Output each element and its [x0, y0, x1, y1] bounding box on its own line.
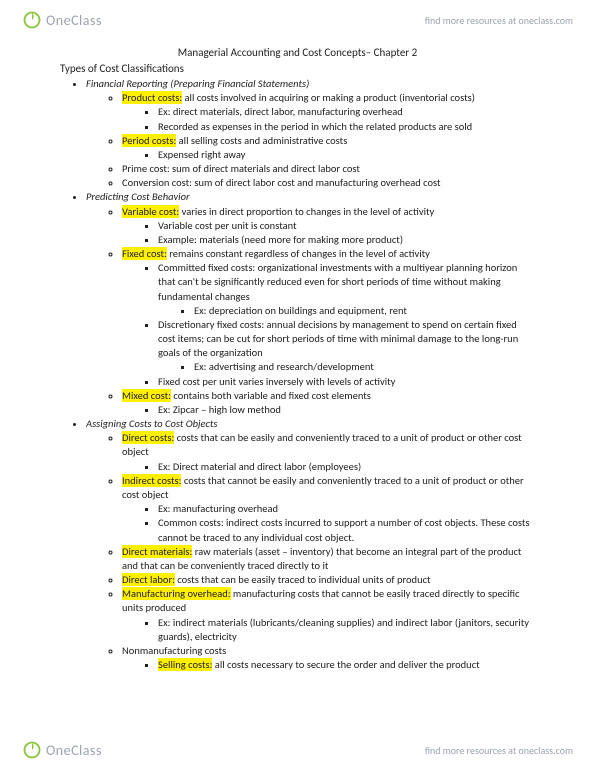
section-title: Predicting Cost Behavior [86, 190, 190, 203]
term-direct-labor: Direct labor: [122, 573, 175, 586]
section-cost-behavior: Predicting Cost Behavior Variable cost: … [86, 190, 535, 417]
brand-logo-footer: OneClass [22, 740, 102, 760]
leaf-icon [22, 740, 42, 760]
ex-mfg-overhead: Ex: indirect materials (lubricants/clean… [158, 616, 535, 644]
def-fixed-cost: remains constant regardless of changes i… [167, 247, 430, 260]
main-heading: Types of Cost Classifications [60, 62, 535, 75]
item-direct-costs: Direct costs: costs that can be easily a… [122, 431, 535, 474]
def-mixed-cost: contains both variable and fixed cost el… [171, 389, 371, 402]
item-direct-labor: Direct labor: costs that can be easily t… [122, 573, 535, 587]
item-indirect-costs: Indirect costs: costs that cannot be eas… [122, 474, 535, 545]
leaf-icon [22, 10, 42, 30]
term-direct-materials: Direct materials: [122, 545, 192, 558]
note-fixed-unit: Fixed cost per unit varies inversely wit… [158, 375, 535, 389]
item-direct-materials: Direct materials: raw materials (asset –… [122, 545, 535, 573]
brand-logo: OneClass [22, 10, 102, 30]
term-fixed-cost: Fixed cost: [122, 247, 167, 260]
ex-mixed: Ex: Zipcar – high low method [158, 403, 535, 417]
term-product-costs: Product costs: [122, 91, 182, 104]
item-committed-fixed: Committed fixed costs: organizational in… [158, 261, 535, 318]
footer-tagline: find more resources at oneclass.com [425, 744, 573, 757]
ex-variable: Example: materials (need more for making… [158, 233, 535, 247]
term-direct-costs: Direct costs: [122, 431, 174, 444]
brand-name-footer: OneClass [46, 742, 102, 759]
def-product-costs: all costs involved in acquiring or makin… [182, 91, 475, 104]
item-common-costs: Common costs: indirect costs incurred to… [158, 516, 535, 544]
term-period-costs: Period costs: [122, 134, 176, 147]
ex-committed: Ex: depreciation on buildings and equipm… [194, 304, 535, 318]
term-mfg-overhead: Manufacturing overhead: [122, 587, 231, 600]
section-financial-reporting: Financial Reporting (Preparing Financial… [86, 77, 535, 190]
header-tagline: find more resources at oneclass.com [425, 14, 573, 27]
page-header: OneClass find more resources at oneclass… [0, 0, 595, 40]
def-indirect-costs: costs that cannot be easily and convenie… [122, 474, 524, 501]
ex-product-costs: Ex: direct materials, direct labor, manu… [158, 105, 535, 119]
ex-discretionary: Ex: advertising and research/development [194, 360, 535, 374]
section-cost-objects: Assigning Costs to Cost Objects Direct c… [86, 417, 535, 672]
ex-indirect-costs: Ex: manufacturing overhead [158, 502, 535, 516]
def-selling-costs: all costs necessary to secure the order … [212, 658, 479, 671]
def-period-costs: all selling costs and administrative cos… [176, 134, 347, 147]
item-prime-cost: Prime cost: sum of direct materials and … [122, 162, 535, 176]
brand-name: OneClass [46, 12, 102, 29]
item-period-costs: Period costs: all selling costs and admi… [122, 134, 535, 162]
term-indirect-costs: Indirect costs: [122, 474, 181, 487]
def-direct-labor: costs that can be easily traced to indiv… [175, 573, 431, 586]
item-conversion-cost: Conversion cost: sum of direct labor cos… [122, 176, 535, 190]
item-nonmfg: Nonmanufacturing costs Selling costs: al… [122, 644, 535, 672]
label-nonmfg: Nonmanufacturing costs [122, 644, 226, 657]
term-mixed-cost: Mixed cost: [122, 389, 171, 402]
item-mixed-cost: Mixed cost: contains both variable and f… [122, 389, 535, 417]
item-variable-cost: Variable cost: varies in direct proporti… [122, 205, 535, 248]
term-variable-cost: Variable cost: [122, 205, 179, 218]
item-product-costs: Product costs: all costs involved in acq… [122, 91, 535, 134]
note-variable-unit: Variable cost per unit is constant [158, 219, 535, 233]
ex-direct-costs: Ex: Direct material and direct labor (em… [158, 460, 535, 474]
outline-root: Financial Reporting (Preparing Financial… [60, 77, 535, 672]
term-selling-costs: Selling costs: [158, 658, 212, 671]
item-fixed-cost: Fixed cost: remains constant regardless … [122, 247, 535, 389]
note-period-costs: Expensed right away [158, 148, 535, 162]
def-direct-costs: costs that can be easily and convenientl… [122, 431, 522, 458]
section-title: Financial Reporting (Preparing Financial… [86, 77, 309, 90]
document-body: Managerial Accounting and Cost Concepts–… [0, 40, 595, 672]
note-product-costs: Recorded as expenses in the period in wh… [158, 120, 535, 134]
item-mfg-overhead: Manufacturing overhead: manufacturing co… [122, 587, 535, 644]
item-selling-costs: Selling costs: all costs necessary to se… [158, 658, 535, 672]
chapter-title: Managerial Accounting and Cost Concepts–… [60, 46, 535, 59]
section-title: Assigning Costs to Cost Objects [86, 417, 218, 430]
def-variable-cost: varies in direct proportion to changes i… [179, 205, 434, 218]
item-discretionary-fixed: Discretionary fixed costs: annual decisi… [158, 318, 535, 375]
page-footer: OneClass find more resources at oneclass… [0, 730, 595, 770]
